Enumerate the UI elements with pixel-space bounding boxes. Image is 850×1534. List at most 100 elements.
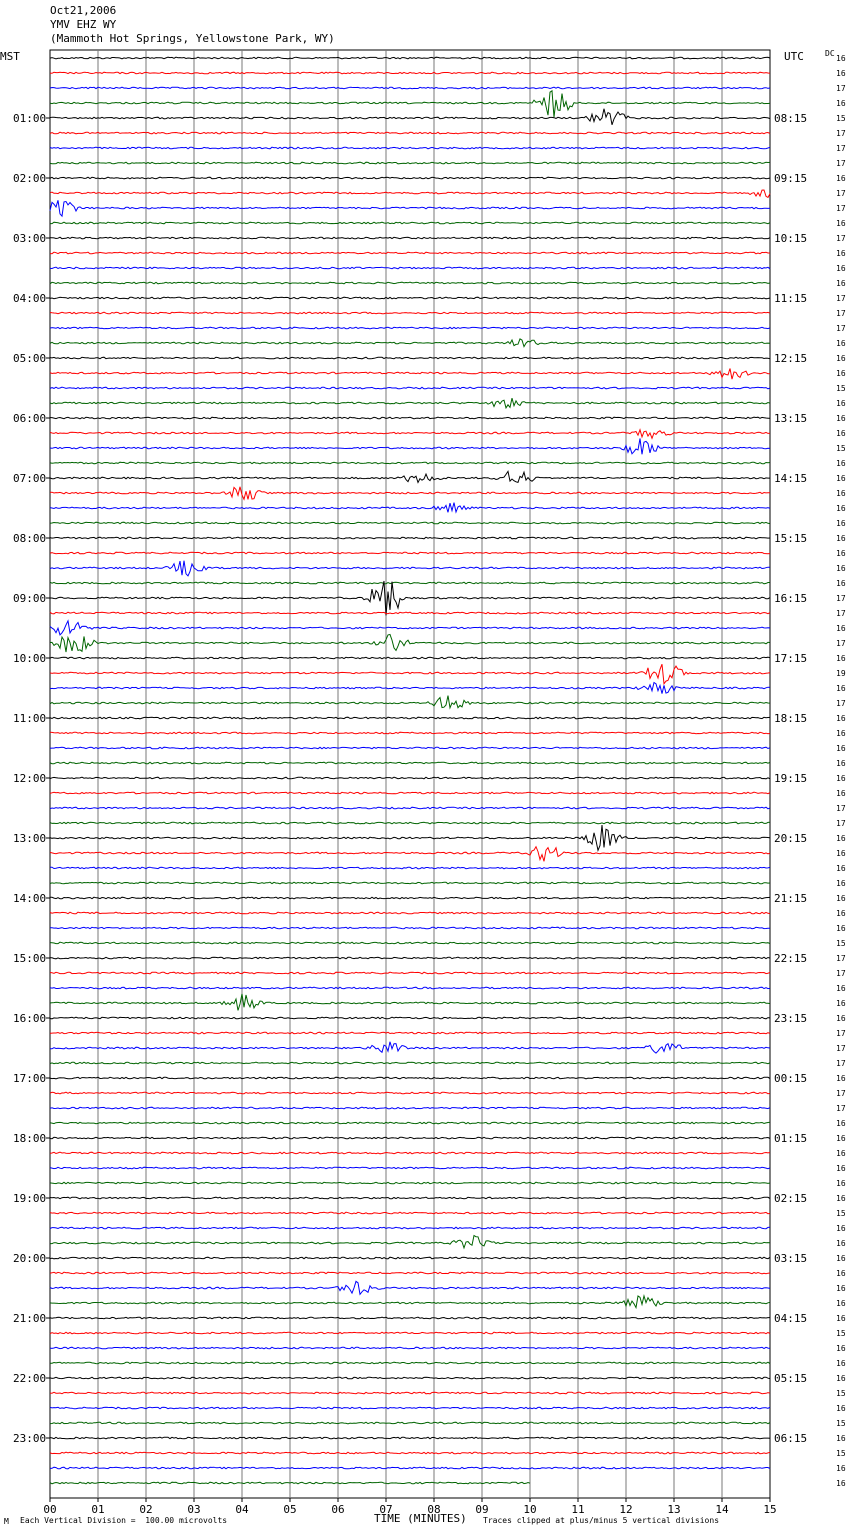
seismic-trace xyxy=(49,656,771,660)
seismic-trace xyxy=(49,1151,771,1155)
dc-offset-label: 15 xyxy=(836,1419,846,1428)
station-location: (Mammoth Hot Springs, Yellowstone Park, … xyxy=(50,32,335,45)
dc-offset-label: 16 xyxy=(836,69,846,78)
seismic-trace xyxy=(49,806,771,810)
dc-offset-label: 16 xyxy=(836,414,846,423)
seismic-trace xyxy=(49,896,771,900)
seismic-trace xyxy=(49,296,771,300)
dc-offset-label: 16 xyxy=(836,1194,846,1203)
dc-offset-label: 16 xyxy=(836,1119,846,1128)
seismic-trace xyxy=(49,1016,771,1020)
dc-offset-label: 16 xyxy=(836,1269,846,1278)
left-timezone-label: MST xyxy=(0,50,20,63)
seismic-trace xyxy=(49,731,771,735)
seismic-trace xyxy=(49,1106,771,1110)
seismic-trace xyxy=(50,221,771,225)
left-hour-label: 08:00 xyxy=(13,532,46,545)
seismic-trace xyxy=(49,1121,771,1125)
seismic-trace xyxy=(49,1451,771,1455)
scale-note: Each Vertical Division = 100.00 microvol… xyxy=(20,1516,228,1525)
dc-offset-label: 16 xyxy=(836,1149,846,1158)
dc-offset-label: 16 xyxy=(836,1284,846,1293)
right-hour-label: 12:15 xyxy=(774,352,807,365)
seismic-trace xyxy=(49,560,771,577)
seismic-trace xyxy=(49,326,771,330)
left-hour-label: 18:00 xyxy=(13,1132,46,1145)
right-hour-label: 21:15 xyxy=(774,892,807,905)
seismic-trace xyxy=(49,386,771,390)
dc-offset-label: 17 xyxy=(836,189,846,198)
seismic-trace xyxy=(50,416,770,420)
right-hour-label: 22:15 xyxy=(774,952,807,965)
right-hour-label: 04:15 xyxy=(774,1312,807,1325)
dc-offset-label: 16 xyxy=(836,909,846,918)
seismic-trace xyxy=(49,716,771,720)
dc-offset-label: 16 xyxy=(836,894,846,903)
seismic-trace xyxy=(49,821,771,825)
seismic-trace xyxy=(49,536,771,540)
seismic-trace xyxy=(49,1331,771,1335)
seismic-trace xyxy=(49,1061,771,1065)
dc-offset-label: 16 xyxy=(836,1314,846,1323)
seismic-trace xyxy=(49,941,771,945)
right-hour-label: 05:15 xyxy=(774,1372,807,1385)
dc-offset-label: 15 xyxy=(836,1329,846,1338)
seismic-trace xyxy=(49,56,771,60)
right-hour-label: 02:15 xyxy=(774,1192,807,1205)
x-tick-label: 01 xyxy=(91,1503,104,1516)
seismic-trace xyxy=(49,311,771,315)
x-tick-label: 15 xyxy=(763,1503,776,1516)
dc-offset-label: 16 xyxy=(836,1359,846,1368)
seismic-trace xyxy=(49,108,771,125)
dc-offset-label: 16 xyxy=(836,879,846,888)
seismic-trace xyxy=(49,1280,771,1296)
seismic-trace xyxy=(49,251,770,255)
x-tick-label: 05 xyxy=(283,1503,296,1516)
dc-offset-label: 16 xyxy=(836,249,846,258)
seismic-trace xyxy=(49,1271,771,1275)
dc-offset-label: 16 xyxy=(836,504,846,513)
seismic-trace xyxy=(49,1226,771,1230)
seismic-trace xyxy=(49,581,770,585)
seismic-trace xyxy=(50,580,771,616)
dc-offset-label: 17 xyxy=(836,1089,846,1098)
seismic-trace xyxy=(49,1436,771,1440)
x-tick-label: 10 xyxy=(523,1503,536,1516)
seismic-trace xyxy=(49,461,771,465)
dc-offset-label: 15 xyxy=(836,1389,846,1398)
seismic-trace xyxy=(49,824,771,852)
x-tick-label: 07 xyxy=(379,1503,392,1516)
dc-offset-label: 16 xyxy=(836,1464,846,1473)
dc-offset-label: 15 xyxy=(836,444,846,453)
dc-offset-label: 16 xyxy=(836,1404,846,1413)
seismic-trace xyxy=(49,338,771,348)
x-tick-label: 09 xyxy=(475,1503,488,1516)
seismic-trace xyxy=(49,845,771,862)
dc-offset-label: 16 xyxy=(836,744,846,753)
dc-offset-label: 16 xyxy=(836,1374,846,1383)
dc-offset-label: 16 xyxy=(836,789,846,798)
clip-note: Traces clipped at plus/minus 5 vertical … xyxy=(483,1516,720,1525)
dc-offset-label: 16 xyxy=(836,534,846,543)
dc-offset-label: 16 xyxy=(836,219,846,228)
left-hour-label: 19:00 xyxy=(13,1192,46,1205)
left-hour-label: 22:00 xyxy=(13,1372,46,1385)
right-hour-label: 20:15 xyxy=(774,832,807,845)
dc-offset-label: 16 xyxy=(836,339,846,348)
dc-offset-label: 17 xyxy=(836,639,846,648)
dc-offset-label: 16 xyxy=(836,654,846,663)
seismic-trace xyxy=(49,1391,771,1395)
seismic-trace xyxy=(49,761,771,765)
dc-offset-label: 16 xyxy=(836,1134,846,1143)
dc-offset-label: 15 xyxy=(836,1209,846,1218)
right-hour-label: 03:15 xyxy=(774,1252,807,1265)
dc-offset-label: 16 xyxy=(836,1239,846,1248)
x-tick-label: 00 xyxy=(43,1503,56,1516)
dc-offset-label: 16 xyxy=(836,774,846,783)
left-hour-label: 21:00 xyxy=(13,1312,46,1325)
seismic-trace xyxy=(49,1041,771,1054)
x-tick-label: 04 xyxy=(235,1503,249,1516)
seismic-trace xyxy=(49,681,771,694)
seismic-trace xyxy=(49,619,771,636)
